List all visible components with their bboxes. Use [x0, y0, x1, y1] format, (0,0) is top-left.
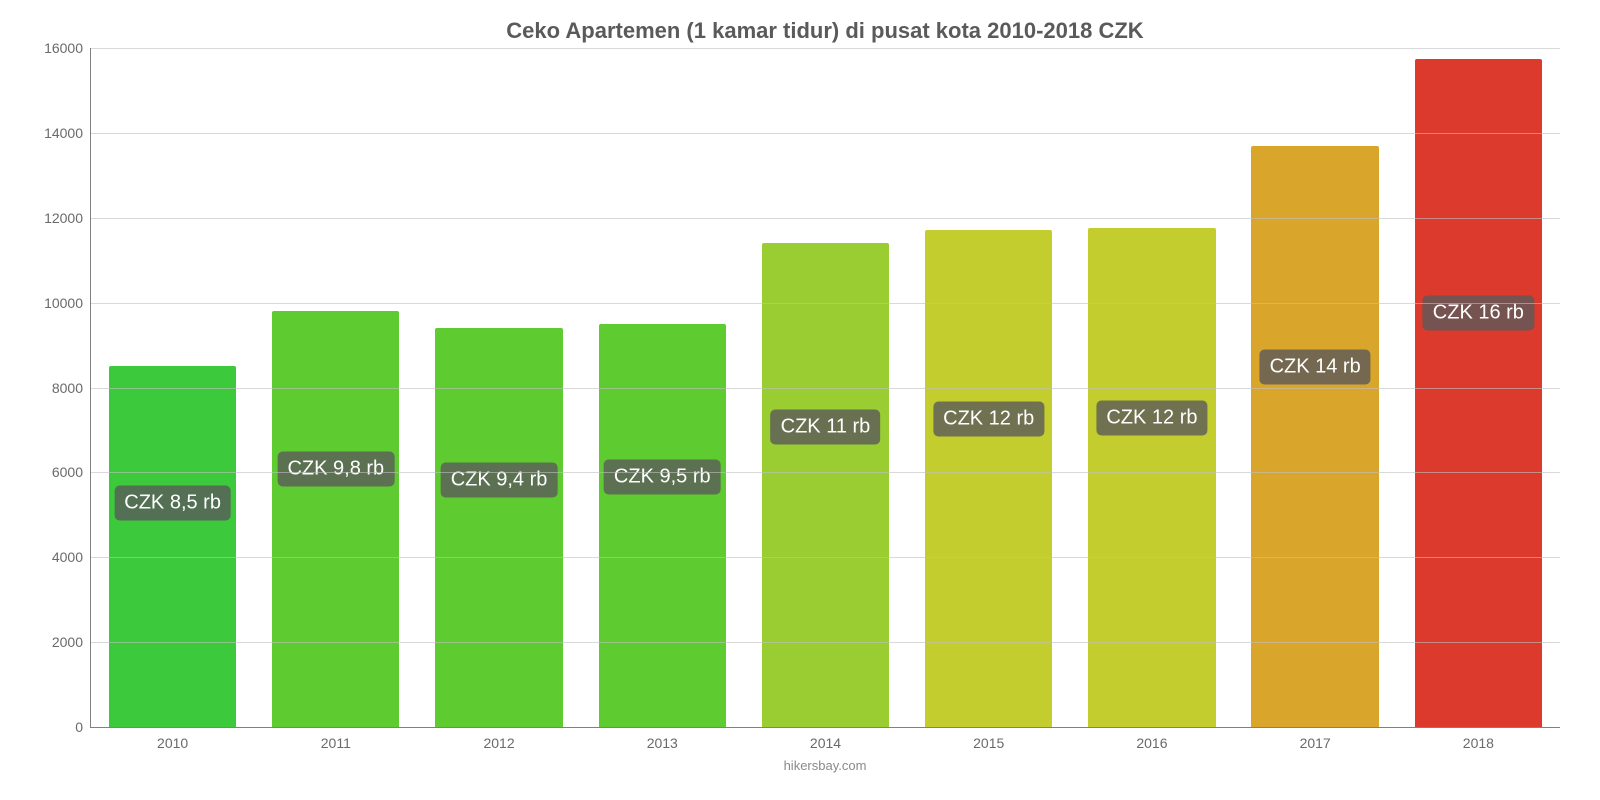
value-badge: CZK 9,8 rb — [277, 452, 394, 487]
value-badge: CZK 11 rb — [771, 410, 881, 445]
bar — [1415, 59, 1542, 727]
bar — [109, 366, 236, 727]
y-tick-label: 0 — [33, 719, 83, 735]
chart-container: Ceko Apartemen (1 kamar tidur) di pusat … — [0, 0, 1600, 800]
plot-area: 2010CZK 8,5 rb2011CZK 9,8 rb2012CZK 9,4 … — [90, 48, 1560, 728]
value-badge: CZK 8,5 rb — [114, 486, 231, 521]
y-tick-label: 6000 — [33, 464, 83, 480]
y-tick-label: 8000 — [33, 380, 83, 396]
y-tick-label: 2000 — [33, 634, 83, 650]
gridline — [91, 557, 1560, 558]
y-tick-label: 4000 — [33, 549, 83, 565]
gridline — [91, 303, 1560, 304]
credit-text: hikersbay.com — [90, 758, 1560, 773]
x-tick-label: 2015 — [973, 735, 1004, 751]
bar — [272, 311, 399, 727]
value-badge: CZK 12 rb — [933, 402, 1044, 437]
bar — [762, 243, 889, 727]
value-badge: CZK 12 rb — [1096, 400, 1207, 435]
gridline — [91, 133, 1560, 134]
y-tick-label: 12000 — [33, 210, 83, 226]
gridline — [91, 642, 1560, 643]
x-tick-label: 2010 — [157, 735, 188, 751]
x-tick-label: 2011 — [321, 735, 351, 751]
value-badge: CZK 16 rb — [1423, 295, 1534, 330]
y-tick-label: 16000 — [33, 40, 83, 56]
bar — [599, 324, 726, 727]
chart-title: Ceko Apartemen (1 kamar tidur) di pusat … — [90, 18, 1560, 44]
x-tick-label: 2013 — [647, 735, 678, 751]
bar — [1251, 146, 1378, 727]
y-tick-label: 10000 — [33, 295, 83, 311]
gridline — [91, 472, 1560, 473]
x-tick-label: 2014 — [810, 735, 841, 751]
gridline — [91, 388, 1560, 389]
y-tick-label: 14000 — [33, 125, 83, 141]
value-badge: CZK 14 rb — [1260, 349, 1371, 384]
gridline — [91, 48, 1560, 49]
x-tick-label: 2016 — [1136, 735, 1167, 751]
x-tick-label: 2012 — [483, 735, 514, 751]
gridline — [91, 218, 1560, 219]
value-badge: CZK 9,5 rb — [604, 460, 721, 495]
x-tick-label: 2018 — [1463, 735, 1494, 751]
bar — [925, 230, 1052, 727]
value-badge: CZK 9,4 rb — [441, 462, 558, 497]
x-tick-label: 2017 — [1300, 735, 1331, 751]
